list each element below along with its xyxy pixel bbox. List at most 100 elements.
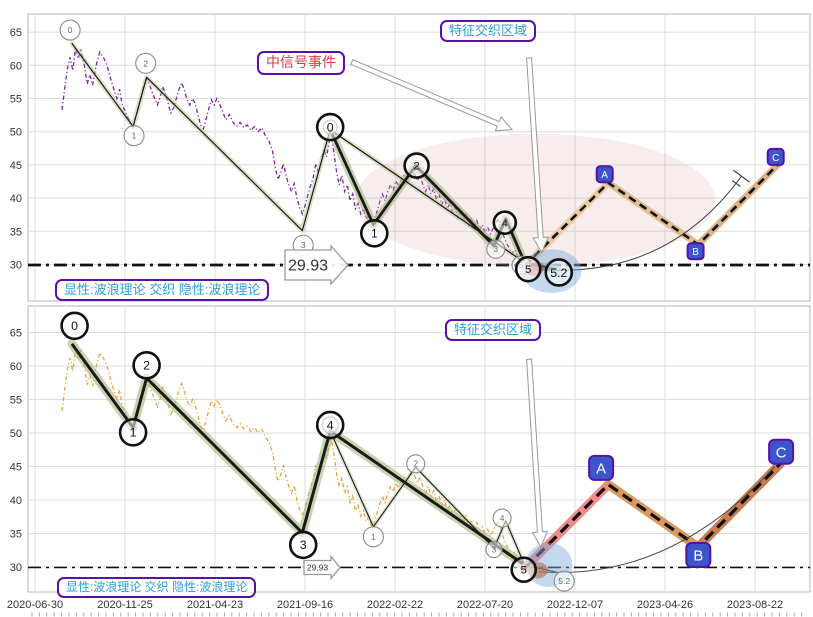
wave-circle-label: 0 [71,319,78,333]
top-caption-label: 显性:波浪理论 交织 隐性:波浪理论 [55,279,270,302]
arc-cap-tick [731,180,741,187]
x-tick-label: 2022-12-07 [547,599,603,611]
x-tick-label: 2023-04-26 [637,599,693,611]
wave-circle-label: 1 [130,426,137,440]
wave-circle-label: 3 [301,240,306,250]
wave-circle-label: 5.2 [558,576,570,586]
wave-circle-label: 3 [300,538,307,552]
wave-circle [510,556,538,583]
wave-circle [135,52,157,74]
y-tick-label: 50 [10,127,22,139]
level-callout [303,554,341,581]
x-tick-label: 2020-06-30 [7,599,63,611]
wave-circle-label: 5 [521,565,527,577]
x-tick-label: 2021-09-16 [277,599,333,611]
wave-circle [315,410,345,440]
abc-marker-label: C [772,153,779,164]
y-tick-label: 45 [10,462,22,474]
y-tick-label: 65 [10,27,22,39]
y-tick-label: 65 [10,328,22,340]
x-tick-label: 2022-07-20 [457,599,513,611]
y-tick-label: 50 [10,428,22,440]
wave-circle-label: 4 [502,218,508,229]
x-tick-label: 2022-02-22 [367,599,423,611]
wave-circle [514,255,542,283]
abc-marker-box [588,454,615,481]
top-event-label: 中信号事件 [257,51,345,75]
wave-circle-label: 4 [500,514,505,523]
abc-marker-box [766,147,785,166]
y-tick-label: 55 [10,94,22,106]
signal-arrow [526,57,549,254]
wave-circle [553,570,575,592]
wave-circle [359,218,389,248]
wave-circle [406,454,426,474]
projection-arc [538,466,776,573]
wave-circle [403,152,430,179]
wave-circle [132,351,161,380]
abc-marker-box [595,165,614,184]
wave-circle [60,311,89,341]
abc-marker-label: A [596,462,606,478]
plot-area [27,305,811,593]
wave-circle-label: 2 [143,58,148,68]
y-tick-label: 30 [10,260,22,272]
y-tick-label: 35 [10,226,22,238]
y-tick-label: 55 [10,395,22,407]
top-region-label: 特征交织区域 [440,20,537,43]
bottom-caption-label: 显性:波浪理论 交织 隐性:波浪理论 [57,577,257,598]
wave-line-outer [70,343,526,567]
wave-circle-label: 1 [371,227,378,241]
wave-circle-label: 5.2 [550,266,567,280]
level-callout-label: 29.93 [288,258,328,275]
wave-circle [123,125,145,147]
wave-circle [486,239,506,259]
wave-circle-label: 2 [413,161,419,173]
wave-circle [485,541,503,559]
level-callout-label: 29.93 [307,562,329,572]
wave-circle-label: 3 [492,545,497,554]
abc-line [523,462,782,570]
abc-glow [694,158,784,249]
wave-circle-label: 4 [327,418,334,432]
abc-marker-box [685,541,712,568]
wave-circle-label: 3 [494,245,499,254]
wave-circle-label: 1 [132,131,137,141]
y-tick-label: 60 [10,60,22,72]
wave-line-outer [71,43,525,263]
wave-circle-label: 5 [525,264,531,276]
abc-marker-box [686,242,705,261]
abc-marker-box [768,438,795,465]
wave-circle-label: 2 [413,460,418,469]
abc-marker-label: B [693,549,703,565]
y-tick-label: 40 [10,193,22,205]
wave-circle [492,210,518,235]
wave-circle [362,526,384,548]
wave-circle [315,112,345,142]
x-tick-label: 2023-08-22 [727,599,783,611]
wave-circle-label: 1 [371,532,376,542]
level-callout [284,244,349,286]
x-tick-label: 2021-04-23 [187,599,243,611]
wave-circle [492,508,512,528]
abc-marker-label: B [692,247,699,258]
wave-circle [544,258,574,287]
abc-marker-label: A [601,170,608,181]
y-tick-label: 30 [10,562,22,574]
x-tick-label: 2020-11-25 [97,599,152,611]
bottom-region-label: 特征交织区域 [445,319,542,342]
wave-circle [288,530,318,560]
wave-circle [59,19,81,41]
y-tick-label: 40 [10,495,22,507]
abc-line [523,161,782,267]
y-tick-label: 35 [10,529,22,541]
signal-arrow [526,358,549,549]
arc-cap [733,169,750,183]
signal-arrow [350,59,514,132]
y-tick-label: 60 [10,361,22,373]
abc-marker-label: C [776,446,787,462]
y-tick-label: 45 [10,160,22,172]
wave-circle-label: 2 [143,359,150,373]
